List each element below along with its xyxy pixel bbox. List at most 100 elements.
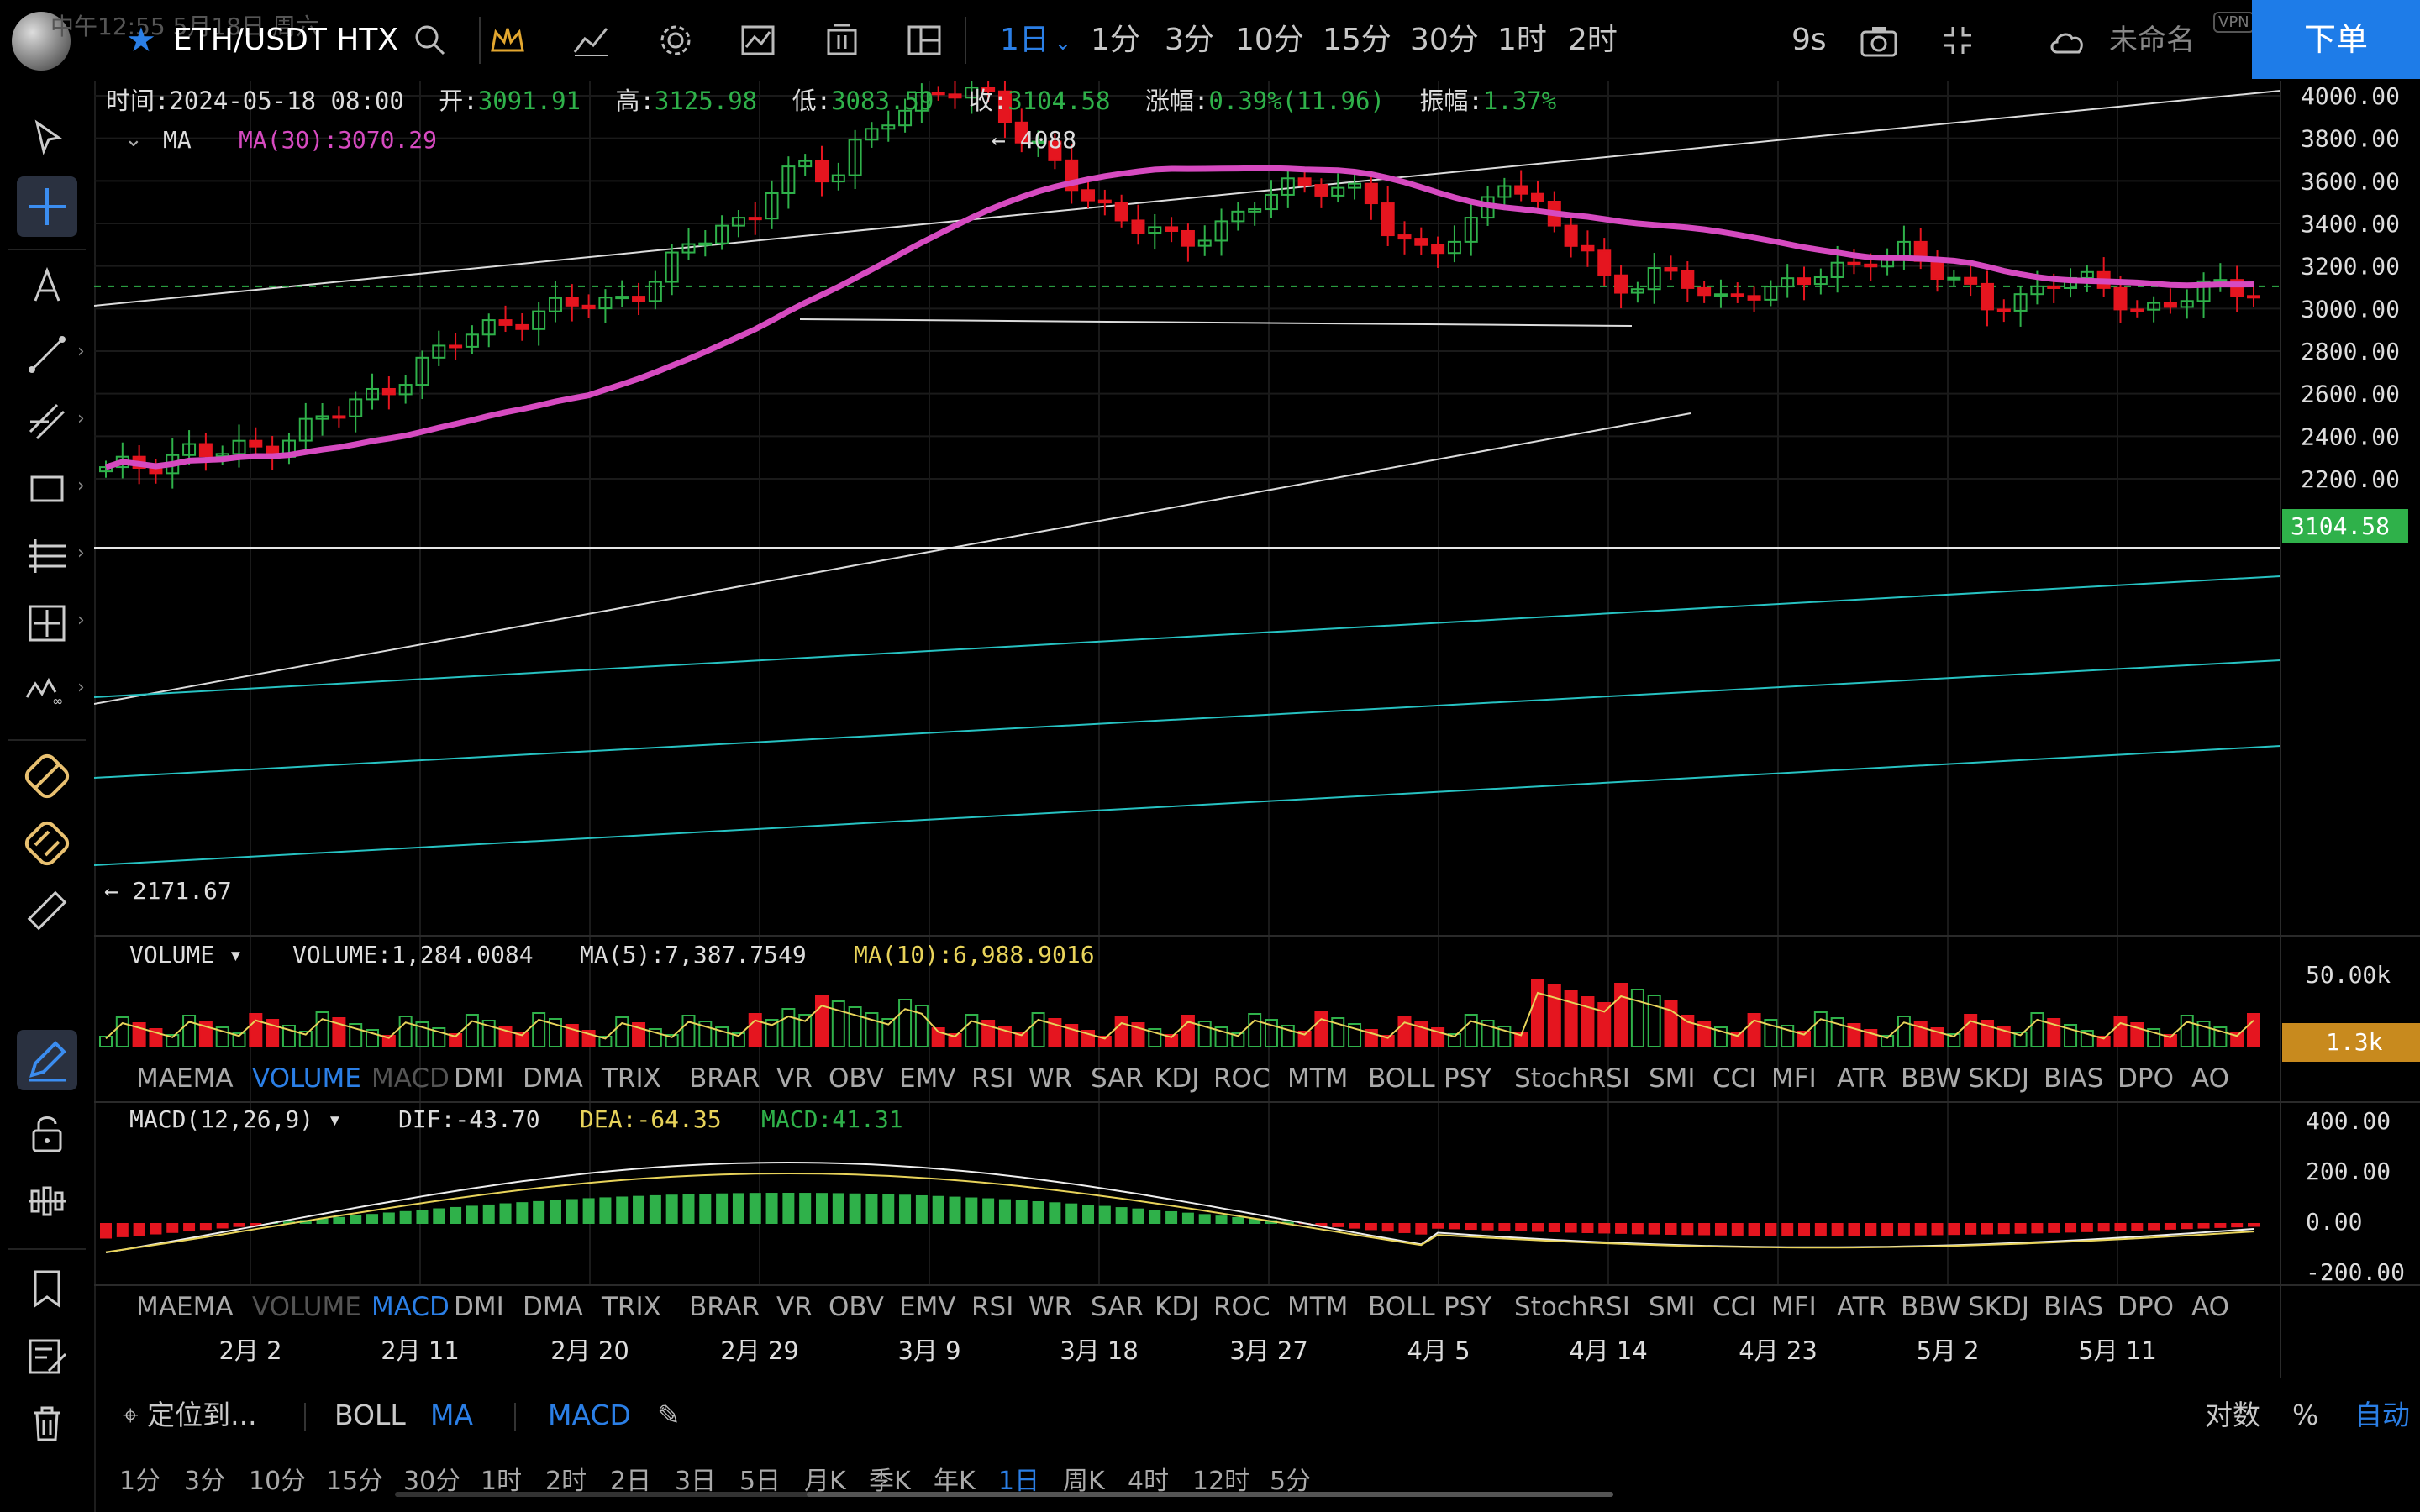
indicator-tab-bias[interactable]: BIAS <box>2044 1063 2104 1094</box>
indicator-tab-atr[interactable]: ATR <box>1837 1292 1887 1322</box>
edit-indicator-icon[interactable]: ✎ <box>657 1399 681 1431</box>
expand-arrow-icon[interactable]: › <box>77 475 85 496</box>
indicator-tab-brar[interactable]: BRAR <box>689 1292 760 1322</box>
indicator-tab-boll[interactable]: BOLL <box>1368 1292 1435 1322</box>
period-15分[interactable]: 15分 <box>326 1467 384 1496</box>
indicator-tab-kdj[interactable]: KDJ <box>1155 1063 1200 1094</box>
period-3日[interactable]: 3日 <box>675 1467 717 1496</box>
indicator-tab-trix[interactable]: TRIX <box>602 1063 661 1094</box>
indicator-tab-macd[interactable]: MACD <box>371 1292 450 1322</box>
indicator-tab-dpo[interactable]: DPO <box>2118 1292 2174 1322</box>
indicator-tab-boll[interactable]: BOLL <box>1368 1063 1435 1094</box>
period-5分[interactable]: 5分 <box>1270 1467 1312 1496</box>
indicator-tab-mfi[interactable]: MFI <box>1771 1063 1817 1094</box>
auto-scale-toggle[interactable]: 自动 <box>2354 1399 2410 1431</box>
unlock-icon[interactable] <box>24 1028 71 1075</box>
lock-tool-icon[interactable] <box>24 1110 71 1158</box>
indicator-tab-ema[interactable]: EMA <box>176 1292 234 1322</box>
sub-indicator-macd[interactable]: MACD <box>548 1399 631 1431</box>
edit-list-icon[interactable] <box>24 1332 71 1379</box>
interval-15m[interactable]: 15分 <box>1323 23 1392 57</box>
indicator-tab-psy[interactable]: PSY <box>1444 1063 1492 1094</box>
indicator-tab-roc[interactable]: ROC <box>1213 1292 1270 1322</box>
rectangle-tool-icon[interactable] <box>24 465 71 512</box>
template-icon[interactable] <box>822 20 862 60</box>
indicator-tab-macd[interactable]: MACD <box>371 1063 450 1094</box>
order-button[interactable]: 下单 <box>2252 0 2420 79</box>
indicator-tab-skdj[interactable]: SKDJ <box>1968 1063 2030 1094</box>
expand-arrow-icon[interactable]: › <box>77 341 85 362</box>
kline-chart[interactable]: 时间:2024-05-18 08:00 开:3091.91 高:3125.98 … <box>94 81 2420 1378</box>
period-12时[interactable]: 12时 <box>1192 1467 1250 1496</box>
period-年K[interactable]: 年K <box>934 1467 976 1496</box>
indicator-tab-wr[interactable]: WR <box>1028 1063 1073 1094</box>
price-axis[interactable]: 4200.004000.003800.003600.003400.003200.… <box>2301 81 2400 493</box>
ma-collapse-chevron-icon[interactable]: ⌄ <box>124 127 143 152</box>
indicator-tab-cci[interactable]: CCI <box>1712 1292 1757 1322</box>
indicator-tab-kdj[interactable]: KDJ <box>1155 1292 1200 1322</box>
indicator-tab-smi[interactable]: SMI <box>1649 1063 1696 1094</box>
period-3分[interactable]: 3分 <box>184 1467 226 1496</box>
cursor-arrow-icon[interactable] <box>24 114 71 161</box>
fullscreen-icon[interactable] <box>1938 20 1978 60</box>
indicator-tab-trix[interactable]: TRIX <box>602 1292 661 1322</box>
period-周K[interactable]: 周K <box>1063 1467 1105 1496</box>
indicator-tab-dma[interactable]: DMA <box>523 1292 583 1322</box>
indicator-tab-rsi[interactable]: RSI <box>971 1063 1014 1094</box>
indicator-tab-dpo[interactable]: DPO <box>2118 1063 2174 1094</box>
symbol-title[interactable]: ETH/USDT HTX <box>173 23 399 57</box>
expand-arrow-icon[interactable]: › <box>77 610 85 631</box>
indicator-tab-stochrsi[interactable]: StochRSI <box>1514 1292 1630 1322</box>
indicator-tab-ma[interactable]: MA <box>136 1292 176 1322</box>
expand-arrow-icon[interactable]: › <box>77 408 85 429</box>
indicator-tab-rsi[interactable]: RSI <box>971 1292 1014 1322</box>
settings-gear-icon[interactable] <box>655 20 696 60</box>
indicator-icon[interactable] <box>571 20 612 60</box>
indicator-tab-vr[interactable]: VR <box>776 1063 813 1094</box>
crosshair-tool-active[interactable] <box>17 176 77 237</box>
expand-arrow-icon[interactable]: › <box>77 543 85 564</box>
date-axis[interactable]: 2月 2 2月 11 2月 20 2月 29 3月 9 3月 18 3月 27 4月 5 4月 … <box>218 1336 2156 1365</box>
volume-legend-name[interactable]: VOLUME ▾ <box>129 941 243 969</box>
period-5日[interactable]: 5日 <box>739 1467 781 1496</box>
indicator-tab-dmi[interactable]: DMI <box>454 1063 504 1094</box>
log-scale-toggle[interactable]: 对数 <box>2205 1399 2260 1431</box>
interval-3m[interactable]: 3分 <box>1165 23 1214 57</box>
interval-1h[interactable]: 1时 <box>1497 23 1547 57</box>
indicator-tab-mfi[interactable]: MFI <box>1771 1292 1817 1322</box>
interval-selected[interactable]: 1日 ⌄ <box>1000 15 1071 66</box>
percent-scale-toggle[interactable]: % <box>2292 1399 2319 1431</box>
period-月K[interactable]: 月K <box>804 1467 846 1496</box>
magnet-strong-icon[interactable] <box>24 753 71 800</box>
measure-tool-icon[interactable] <box>24 600 71 647</box>
indicator-tab-atr[interactable]: ATR <box>1837 1063 1887 1094</box>
indicator-tab-dma[interactable]: DMA <box>523 1063 583 1094</box>
search-icon[interactable] <box>410 20 450 60</box>
indicator-tab-mtm[interactable]: MTM <box>1287 1063 1349 1094</box>
period-4时[interactable]: 4时 <box>1128 1467 1170 1496</box>
layout-name[interactable]: 未命名 <box>2109 24 2195 57</box>
indicator-tab-sar[interactable]: SAR <box>1091 1063 1144 1094</box>
interval-2h[interactable]: 2时 <box>1568 23 1618 57</box>
indicator-tab-ao[interactable]: AO <box>2191 1292 2230 1322</box>
indicator-tab-emv[interactable]: EMV <box>899 1292 956 1322</box>
trendline-tool-icon[interactable] <box>24 331 71 378</box>
ma-legend-name[interactable]: MA <box>163 126 192 154</box>
pattern-tool-icon[interactable]: ∞ <box>24 667 71 714</box>
interval-1m[interactable]: 1分 <box>1091 23 1140 57</box>
indicator-tab-vr[interactable]: VR <box>776 1292 813 1322</box>
indicator-tab-volume[interactable]: VOLUME <box>252 1063 361 1094</box>
favorite-star-icon[interactable]: ★ <box>126 21 156 60</box>
period-2日[interactable]: 2日 <box>610 1467 652 1496</box>
period-bar-scroll-thumb[interactable] <box>807 1492 1613 1497</box>
indicator-tab-smi[interactable]: SMI <box>1649 1292 1696 1322</box>
magnet-weak-icon[interactable] <box>24 820 71 867</box>
layout-icon[interactable] <box>904 20 944 60</box>
period-季K[interactable]: 季K <box>869 1467 911 1496</box>
expand-arrow-icon[interactable]: › <box>77 677 85 698</box>
indicator-tab-roc[interactable]: ROC <box>1213 1063 1270 1094</box>
indicator-tab-psy[interactable]: PSY <box>1444 1292 1492 1322</box>
draw-mode-active[interactable] <box>17 1030 77 1090</box>
indicator-tab-skdj[interactable]: SKDJ <box>1968 1292 2030 1322</box>
interval-10m[interactable]: 10分 <box>1235 23 1304 57</box>
